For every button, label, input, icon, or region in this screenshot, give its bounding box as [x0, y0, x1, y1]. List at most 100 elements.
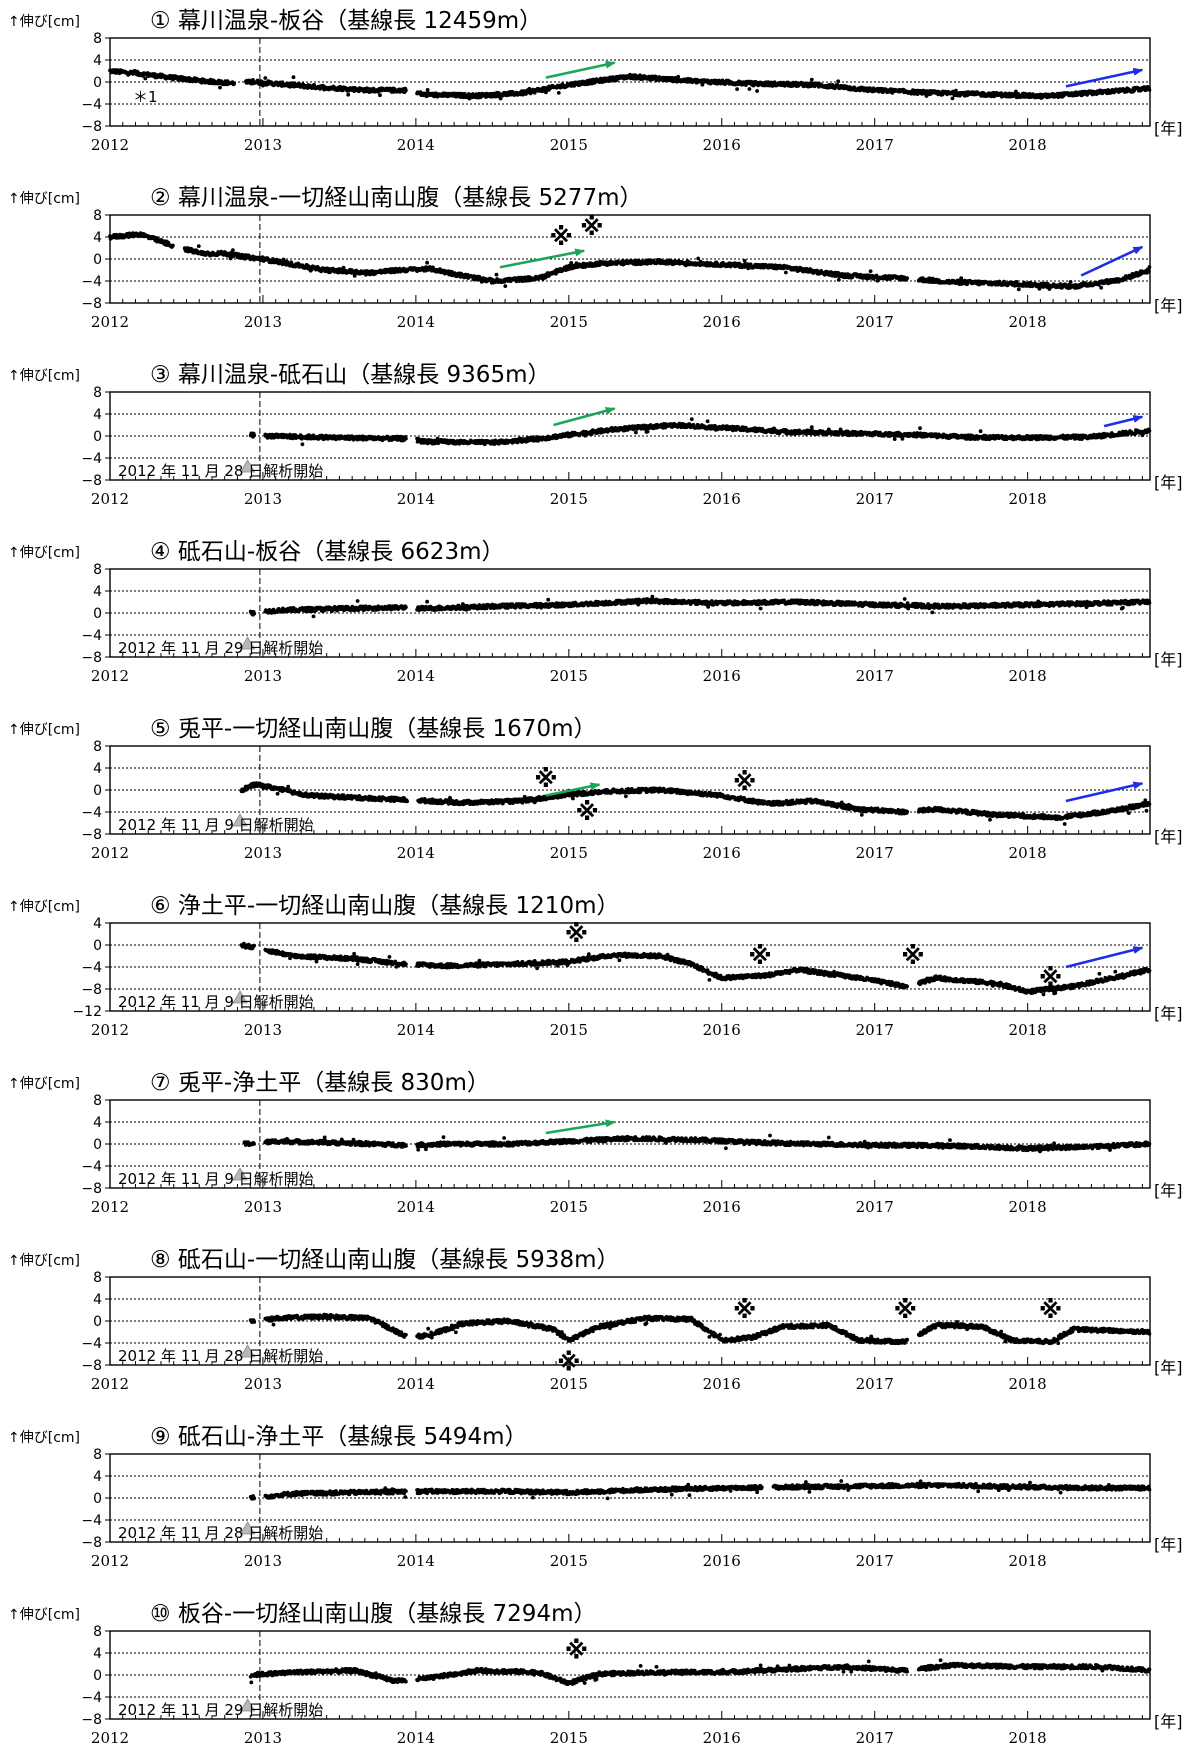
- data-point: [1099, 285, 1104, 290]
- data-point: [143, 76, 148, 81]
- x-tick-label: 2012: [91, 136, 129, 154]
- data-point: [300, 442, 305, 447]
- x-tick-label: 2014: [397, 313, 435, 331]
- data-point: [171, 243, 175, 248]
- data-point: [404, 88, 408, 93]
- x-tick-label: 2014: [397, 490, 435, 508]
- x-tick-label: 2012: [91, 313, 129, 331]
- y-tick-label: 4: [93, 230, 102, 246]
- x-tick-label: 2016: [703, 490, 741, 508]
- data-point: [1147, 88, 1152, 92]
- x-axis-unit: [年]: [1154, 473, 1183, 492]
- data-point: [291, 75, 296, 80]
- data-point: [836, 278, 841, 282]
- data-point: [959, 276, 964, 280]
- x-tick-label: 2016: [703, 136, 741, 154]
- x-tick-label: 2014: [397, 136, 435, 154]
- data-point: [252, 433, 257, 438]
- y-tick-label: −4: [81, 97, 102, 113]
- data-point: [950, 96, 955, 101]
- x-tick-label: 2012: [91, 490, 129, 508]
- data-point: [705, 419, 710, 424]
- x-tick-label: 2018: [1009, 313, 1047, 331]
- data-point: [676, 74, 681, 79]
- data-point: [1147, 265, 1152, 269]
- y-tick-label: −4: [81, 451, 102, 467]
- data-point: [556, 91, 561, 95]
- data-point: [905, 276, 909, 280]
- y-tick-label: 4: [93, 407, 102, 423]
- data-point: [742, 259, 747, 263]
- chart-title: ① 幕川温泉-板谷（基線長 12459m）: [150, 8, 542, 34]
- y-axis-label: ↑伸び[cm]: [8, 368, 80, 384]
- data-point: [735, 87, 739, 91]
- data-point: [1016, 287, 1021, 292]
- plot-frame: [109, 37, 1151, 127]
- data-point: [954, 88, 958, 93]
- data-point: [425, 88, 430, 92]
- data-point: [231, 248, 235, 253]
- data-series: [108, 231, 1152, 292]
- data-point: [263, 76, 268, 80]
- data-series: [248, 417, 1152, 447]
- data-point: [634, 430, 638, 435]
- data-point: [378, 93, 382, 98]
- y-tick-label: 8: [93, 208, 102, 224]
- data-point: [218, 85, 222, 90]
- data-point: [232, 81, 237, 86]
- y-tick-label: 4: [93, 53, 102, 69]
- x-axis-unit: [年]: [1154, 296, 1183, 315]
- data-point: [196, 244, 201, 249]
- y-tick-label: −8: [81, 296, 102, 312]
- y-tick-label: 0: [93, 252, 102, 268]
- data-point: [1146, 269, 1151, 274]
- x-tick-label: 2015: [550, 313, 588, 331]
- data-point: [346, 92, 351, 97]
- x-tick-label: 2013: [244, 136, 282, 154]
- x-tick-label: 2013: [244, 490, 282, 508]
- x-axis-unit: [年]: [1154, 119, 1183, 138]
- data-point: [404, 436, 408, 441]
- data-point: [1068, 280, 1073, 284]
- x-tick-label: 2018: [1009, 490, 1047, 508]
- chart-title: ③ 幕川温泉-砥石山（基線長 9365m）: [150, 362, 550, 388]
- event-mark: ※: [580, 213, 603, 241]
- data-series: [108, 68, 1152, 101]
- y-tick-label: 0: [93, 75, 102, 91]
- x-tick-label: 2017: [856, 490, 894, 508]
- data-point: [836, 79, 841, 84]
- trend-arrow: [545, 60, 616, 79]
- y-axis-label: ↑伸び[cm]: [8, 191, 80, 207]
- y-axis-label: ↑伸び[cm]: [8, 14, 80, 30]
- data-point: [747, 87, 752, 91]
- x-tick-label: 2013: [244, 313, 282, 331]
- x-tick-label: 2017: [856, 313, 894, 331]
- data-point: [892, 437, 897, 441]
- data-point: [755, 89, 759, 93]
- data-point: [918, 426, 922, 431]
- data-point: [809, 77, 814, 82]
- data-point: [352, 274, 357, 278]
- data-point: [809, 425, 814, 430]
- footnote-mark: ＊1: [133, 88, 158, 106]
- data-point: [494, 272, 499, 277]
- chart-panel-2: ② 幕川温泉-一切経山南山腹（基線長 5277m）↑伸び[cm]840−4−82…: [8, 185, 1183, 331]
- y-tick-label: −4: [81, 274, 102, 290]
- trend-arrow: [1080, 245, 1144, 277]
- trend-arrow: [1065, 67, 1144, 88]
- x-tick-label: 2017: [856, 136, 894, 154]
- x-tick-label: 2016: [703, 313, 741, 331]
- y-tick-label: −8: [81, 473, 102, 489]
- data-point: [868, 269, 873, 274]
- y-tick-label: −8: [81, 119, 102, 135]
- x-tick-label: 2015: [550, 136, 588, 154]
- data-point: [696, 256, 701, 261]
- x-tick-label: 2015: [550, 490, 588, 508]
- y-tick-label: 8: [93, 31, 102, 47]
- data-point: [784, 270, 788, 275]
- y-tick-label: 8: [93, 385, 102, 401]
- data-point: [689, 417, 694, 421]
